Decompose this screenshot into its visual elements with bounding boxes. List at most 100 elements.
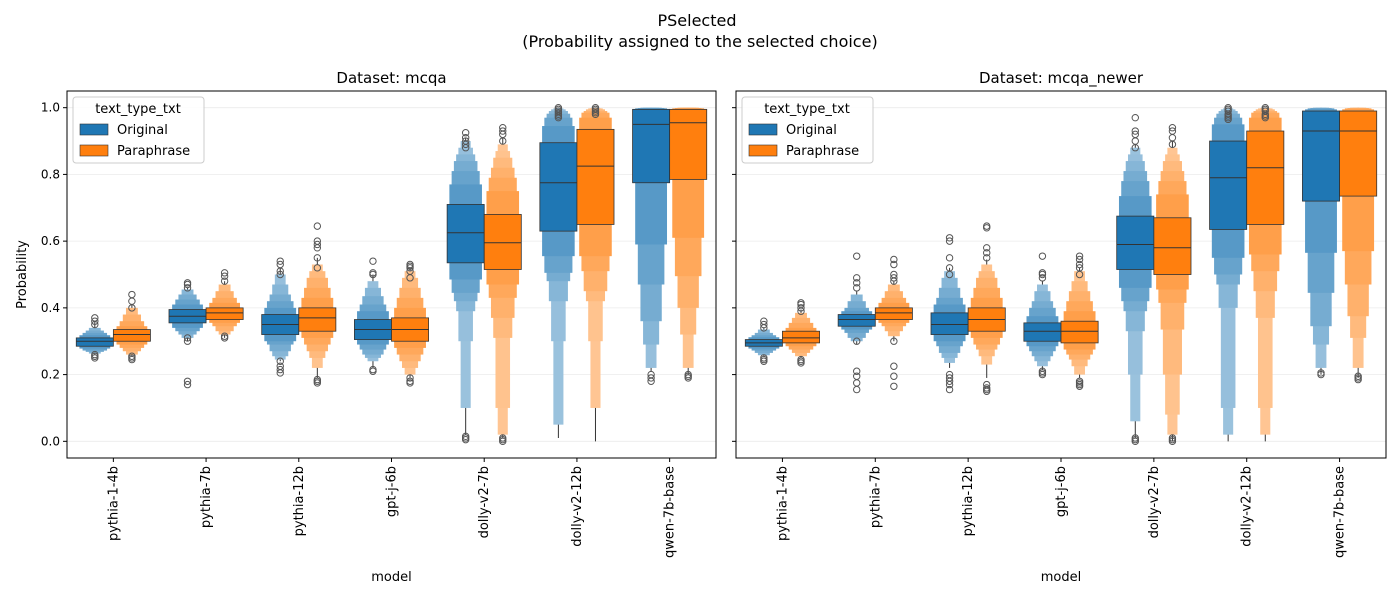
outlier-point	[128, 297, 136, 305]
outlier-point	[591, 103, 600, 112]
outlier-point	[647, 374, 655, 382]
panel-title: Dataset: mcqa	[336, 69, 446, 87]
outlier-point	[1038, 252, 1047, 260]
outlier-point	[1038, 269, 1047, 277]
outlier-point	[554, 103, 563, 112]
x-tick-label: pythia-12b	[961, 466, 976, 536]
outlier-point	[890, 274, 898, 282]
outlier-point	[461, 129, 470, 137]
outlier-point	[853, 252, 861, 260]
outlier-point	[313, 375, 322, 384]
y-tick-label: 0.6	[41, 234, 60, 248]
outlier-point	[220, 277, 229, 285]
panel-title: Dataset: mcqa_newer	[979, 69, 1144, 88]
legend-label: Paraphrase	[117, 144, 190, 159]
outlier-point	[1168, 127, 1177, 135]
outlier-point	[276, 357, 284, 365]
outlier-point	[1224, 103, 1232, 112]
x-tick-label: qwen-7b-base	[663, 466, 678, 558]
outlier-point	[1168, 124, 1177, 132]
outlier-point	[313, 254, 322, 262]
boxen-box	[1339, 110, 1378, 197]
outlier-point	[797, 355, 805, 364]
boxen-box	[1023, 322, 1062, 342]
outlier-point	[499, 434, 507, 442]
boxen-box	[782, 330, 820, 344]
outlier-point	[853, 284, 861, 292]
outlier-point	[890, 372, 898, 380]
x-tick-label: pythia-12b	[292, 466, 307, 536]
outlier-point	[1168, 434, 1177, 442]
outlier-point	[890, 270, 898, 279]
outlier-point	[91, 314, 99, 322]
outlier-point	[1075, 260, 1084, 269]
outlier-point	[313, 237, 322, 245]
chart-panel: pythia-1-4b pythia-7b pythia-12b gpt-j-6b do…	[732, 69, 1387, 585]
boxen-box	[874, 307, 913, 320]
outlier-point	[1038, 367, 1047, 375]
outlier-point	[220, 332, 229, 340]
figure-subtitle: (Probability assigned to the selected ch…	[522, 32, 877, 51]
outlier-point	[1131, 113, 1139, 122]
outlier-point	[1075, 255, 1084, 264]
legend-swatch	[748, 144, 778, 157]
outlier-point	[1131, 137, 1139, 145]
legend-title: text_type_txt	[764, 102, 850, 117]
outlier-point	[313, 240, 322, 249]
outlier-point	[1317, 369, 1325, 377]
outlier-point	[276, 270, 284, 279]
outlier-point	[276, 257, 284, 265]
outlier-point	[983, 249, 991, 257]
x-tick-label: gpt-j-6b	[1054, 466, 1069, 517]
y-tick-label: 0.4	[41, 301, 60, 315]
boxen-box	[483, 214, 522, 270]
x-tick-label: qwen-7b-base	[1333, 466, 1348, 558]
legend-label: Paraphrase	[786, 144, 859, 159]
outlier-point	[183, 334, 192, 342]
outlier-point	[684, 370, 692, 379]
outlier-point	[760, 354, 768, 362]
outlier-point	[406, 260, 414, 269]
outlier-point	[276, 362, 284, 370]
outlier-point	[1131, 130, 1139, 139]
boxen-box	[576, 128, 615, 225]
boxen-box	[1209, 140, 1248, 230]
outlier-point	[369, 365, 377, 374]
outlier-point	[890, 255, 898, 264]
boxen-box	[837, 314, 876, 327]
outlier-point	[853, 379, 861, 387]
outlier-point	[797, 304, 805, 312]
outlier-point	[183, 380, 192, 389]
legend-label: Original	[117, 123, 168, 138]
figure-title: PSelected	[657, 11, 736, 30]
boxen-box	[446, 204, 485, 264]
outlier-point	[406, 377, 414, 385]
outlier-point	[183, 279, 192, 287]
y-tick-label: 0.0	[41, 434, 60, 448]
x-axis-label: model	[371, 570, 411, 585]
outlier-point	[890, 260, 898, 269]
x-tick-label: gpt-j-6b	[385, 466, 400, 517]
boxen-box	[669, 108, 708, 180]
legend-label: Original	[786, 123, 837, 138]
outlier-point	[91, 317, 99, 325]
outlier-point	[853, 274, 861, 282]
outlier-point	[276, 365, 284, 374]
outlier-point	[499, 124, 507, 132]
outlier-point	[945, 237, 954, 245]
outlier-point	[406, 374, 414, 382]
legend: text_type_txt Original Paraphrase	[72, 96, 205, 164]
outlier-point	[890, 382, 898, 390]
chart-panel: 0.0 0.2 0.4 0.6 0.8 1.0 pythia-1-4b pythia-7b py…	[15, 69, 717, 585]
y-tick-label: 1.0	[41, 101, 60, 115]
outlier-point	[369, 257, 377, 265]
outlier-point	[369, 269, 377, 277]
legend-title: text_type_txt	[95, 102, 181, 117]
boxen-box	[1060, 320, 1099, 344]
legend-swatch	[748, 123, 778, 136]
outlier-point	[1261, 103, 1269, 112]
outlier-point	[461, 134, 470, 142]
boxen-box	[112, 329, 151, 342]
outlier-point	[128, 290, 136, 299]
